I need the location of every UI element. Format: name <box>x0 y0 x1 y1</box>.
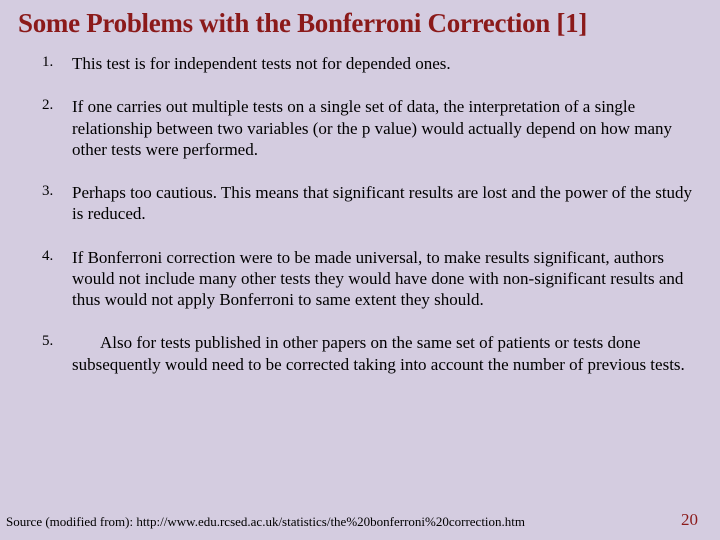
list-item: 5. Also for tests published in other pap… <box>42 332 702 375</box>
item-number: 3. <box>42 182 72 225</box>
item-number: 2. <box>42 96 72 160</box>
item-text: If Bonferroni correction were to be made… <box>72 247 702 311</box>
item-text: Perhaps too cautious. This means that si… <box>72 182 702 225</box>
list-item: 2. If one carries out multiple tests on … <box>42 96 702 160</box>
item-text: If one carries out multiple tests on a s… <box>72 96 702 160</box>
item-number: 4. <box>42 247 72 311</box>
list-item: 1. This test is for independent tests no… <box>42 53 702 74</box>
item-number: 1. <box>42 53 72 74</box>
slide-title: Some Problems with the Bonferroni Correc… <box>18 8 702 39</box>
item-text: This test is for independent tests not f… <box>72 53 702 74</box>
list-item: 4. If Bonferroni correction were to be m… <box>42 247 702 311</box>
slide: Some Problems with the Bonferroni Correc… <box>0 0 720 540</box>
item-text: Also for tests published in other papers… <box>72 332 702 375</box>
item-number: 5. <box>42 332 72 375</box>
problem-list: 1. This test is for independent tests no… <box>18 53 702 375</box>
page-number: 20 <box>681 510 698 530</box>
source-citation: Source (modified from): http://www.edu.r… <box>6 514 525 530</box>
footer: Source (modified from): http://www.edu.r… <box>0 510 720 530</box>
list-item: 3. Perhaps too cautious. This means that… <box>42 182 702 225</box>
